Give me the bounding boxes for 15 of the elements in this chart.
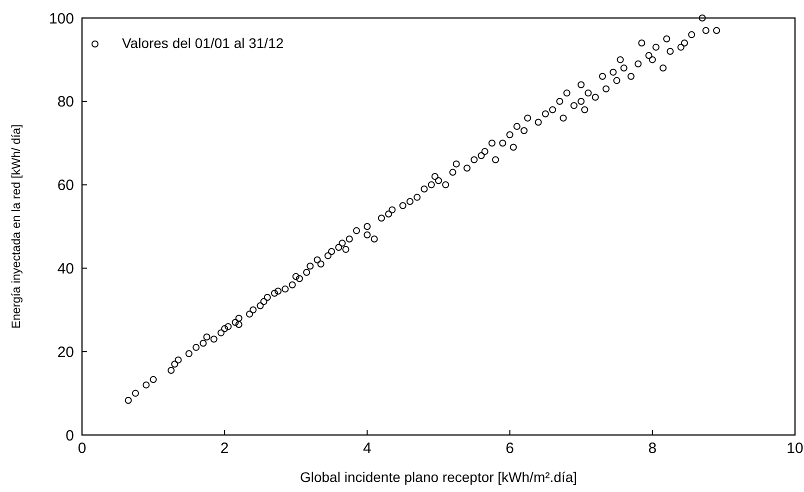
x-tick-label: 6 [506,440,514,457]
x-tick-label: 10 [786,440,804,457]
y-tick-label: 40 [57,260,74,278]
x-tick-label: 0 [78,440,86,457]
x-tick-label: 8 [648,440,657,457]
y-tick-label: 80 [57,94,74,111]
x-tick-label: 4 [363,440,372,457]
y-tick-label: 100 [48,10,74,28]
y-axis-title: Energía inyectada en la red [kWh/ día] [9,124,23,329]
legend-label: Valores del 01/01 al 31/12 [122,35,284,51]
x-axis-title: Global incidente plano receptor [kWh/m².día] [300,469,578,485]
y-tick-label: 60 [57,177,74,194]
y-tick-label: 20 [57,344,74,361]
y-tick-label: 0 [66,427,74,444]
x-tick-label: 2 [220,440,229,457]
